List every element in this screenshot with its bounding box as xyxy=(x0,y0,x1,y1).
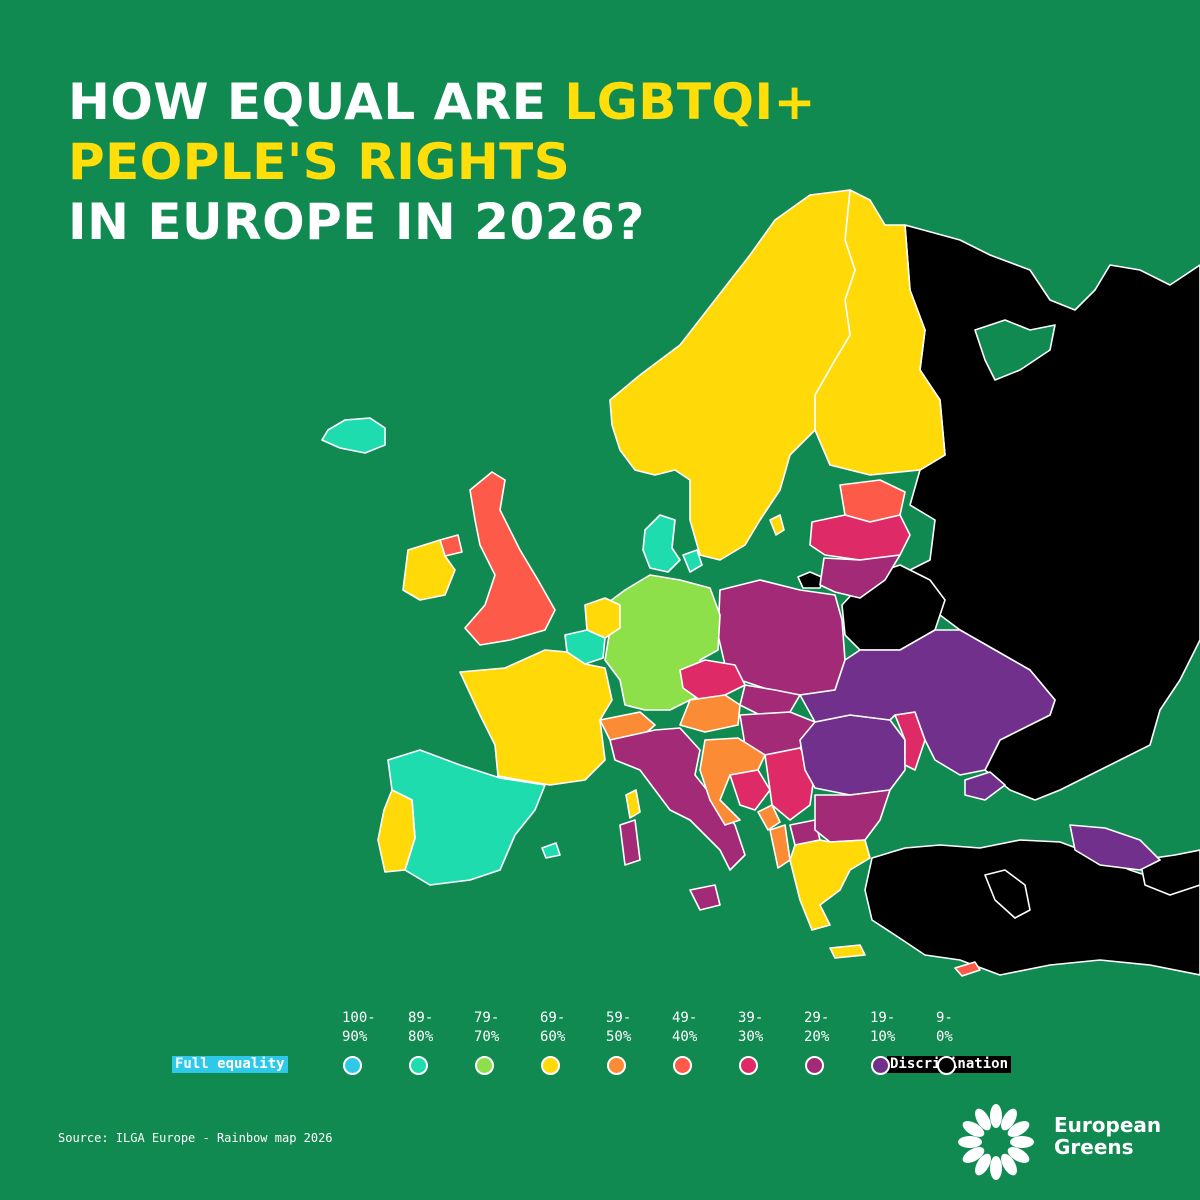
title-line1-white: HOW EQUAL ARE xyxy=(68,73,565,131)
logo-line1: European xyxy=(1054,1113,1162,1137)
region-bulgaria xyxy=(814,789,891,843)
region-norway-sweden xyxy=(609,189,856,561)
region-russia xyxy=(899,224,1200,801)
title-line1-yellow: LGBTQI+ xyxy=(564,73,816,131)
region-france xyxy=(459,649,613,786)
region-sicily xyxy=(689,884,721,911)
european-greens-logo xyxy=(958,1104,1034,1180)
region-corsica xyxy=(625,789,641,819)
region-denmark-islands xyxy=(682,549,703,573)
region-romania xyxy=(799,714,906,796)
region-uk xyxy=(464,471,556,646)
logo-text: European Greens xyxy=(1054,1114,1161,1158)
region-denmark xyxy=(642,514,681,573)
source-note: Source: ILGA Europe - Rainbow map 2026 xyxy=(58,1131,333,1145)
region-ukraine xyxy=(799,629,1056,776)
region-ireland xyxy=(402,539,456,601)
region-croatia xyxy=(699,737,766,826)
region-crete xyxy=(829,944,866,959)
logo-line2: Greens xyxy=(1054,1135,1134,1159)
region-italy xyxy=(609,727,746,871)
region-balearic xyxy=(541,842,561,859)
region-armenia xyxy=(984,869,1031,919)
region-bosnia xyxy=(729,769,771,811)
white-sea xyxy=(974,319,1056,381)
region-greece xyxy=(789,839,871,931)
region-lithuania xyxy=(819,554,901,599)
region-czechia xyxy=(679,659,746,701)
region-latvia xyxy=(809,514,911,561)
region-iceland xyxy=(321,417,386,454)
region-sardinia xyxy=(619,819,641,866)
region-montenegro xyxy=(757,804,781,831)
region-gotland xyxy=(769,514,785,536)
title-line3-white: IN EUROPE IN 2026? xyxy=(68,193,645,251)
region-austria xyxy=(679,694,741,733)
region-georgia xyxy=(1069,824,1161,871)
region-albania xyxy=(769,824,791,869)
title-line2-yellow: PEOPLE'S RIGHTS xyxy=(68,133,571,191)
region-portugal xyxy=(377,789,416,873)
region-crimea xyxy=(964,771,1006,801)
region-cyprus xyxy=(954,961,981,977)
region-turkey xyxy=(864,839,1200,976)
page-title: HOW EQUAL ARE LGBTQI+ PEOPLE'S RIGHTS IN… xyxy=(68,72,816,252)
